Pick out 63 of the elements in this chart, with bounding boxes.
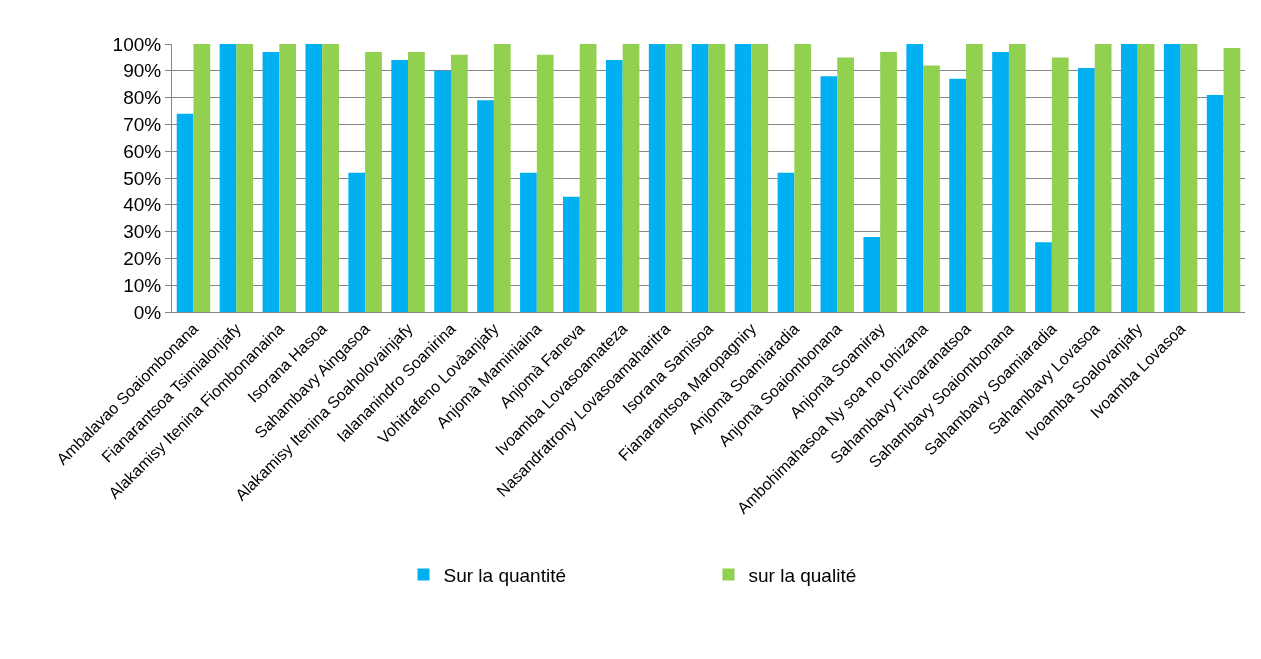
bar (794, 44, 812, 312)
bar (1035, 242, 1052, 312)
bar (520, 172, 537, 312)
y-tick-label: 100% (112, 33, 162, 55)
bar (820, 76, 838, 312)
bar (906, 44, 924, 312)
bar (279, 44, 297, 312)
bar (622, 44, 640, 312)
bar (665, 44, 683, 312)
legend-label: sur la qualité (748, 564, 857, 586)
bar (193, 44, 211, 312)
bar (691, 44, 709, 312)
bar (176, 113, 194, 312)
bar (1206, 94, 1224, 312)
bar (365, 52, 382, 312)
bar (1120, 44, 1138, 312)
bar (708, 44, 726, 312)
bar (1163, 44, 1181, 312)
bar (1008, 44, 1026, 312)
bar (1094, 44, 1112, 312)
y-tick-label: 90% (123, 60, 162, 82)
bar (236, 44, 254, 312)
bar (408, 52, 425, 312)
bar (648, 44, 666, 312)
bar (1078, 68, 1095, 312)
y-tick-label: 20% (123, 248, 162, 270)
bar (1180, 44, 1198, 312)
y-tick-label: 0% (133, 301, 162, 323)
bar (605, 60, 623, 312)
y-tick-label: 30% (123, 221, 162, 243)
bar (391, 60, 409, 312)
bar (923, 65, 940, 312)
bar (219, 44, 237, 312)
bar (992, 52, 1009, 312)
bar (1051, 57, 1069, 312)
legend-label: Sur la quantité (443, 564, 567, 586)
bar (305, 44, 323, 312)
y-tick-label: 70% (123, 114, 162, 136)
bar (734, 44, 752, 312)
bar (880, 52, 897, 312)
bar (563, 196, 580, 312)
y-tick-label: 60% (123, 140, 162, 162)
bar (751, 44, 769, 312)
bar (348, 172, 366, 312)
bar (536, 54, 554, 312)
bar (579, 44, 597, 312)
bar (1137, 44, 1155, 312)
bar (262, 52, 280, 312)
bar (863, 236, 881, 312)
bar (777, 172, 795, 312)
bar (493, 44, 511, 312)
y-tick-label: 80% (123, 87, 162, 109)
bar (477, 100, 494, 312)
y-tick-label: 50% (123, 167, 162, 189)
bar (450, 54, 468, 312)
bar (837, 57, 854, 312)
bar (434, 70, 451, 312)
bar (966, 44, 983, 312)
bar (949, 78, 967, 312)
bar (322, 44, 339, 312)
bar (1223, 48, 1241, 312)
y-tick-label: 40% (123, 194, 162, 216)
y-tick-label: 10% (123, 274, 162, 296)
